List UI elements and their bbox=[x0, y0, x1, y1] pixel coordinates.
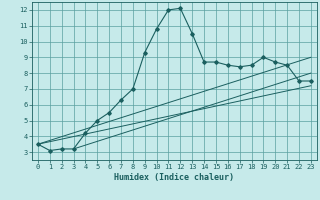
X-axis label: Humidex (Indice chaleur): Humidex (Indice chaleur) bbox=[115, 173, 234, 182]
